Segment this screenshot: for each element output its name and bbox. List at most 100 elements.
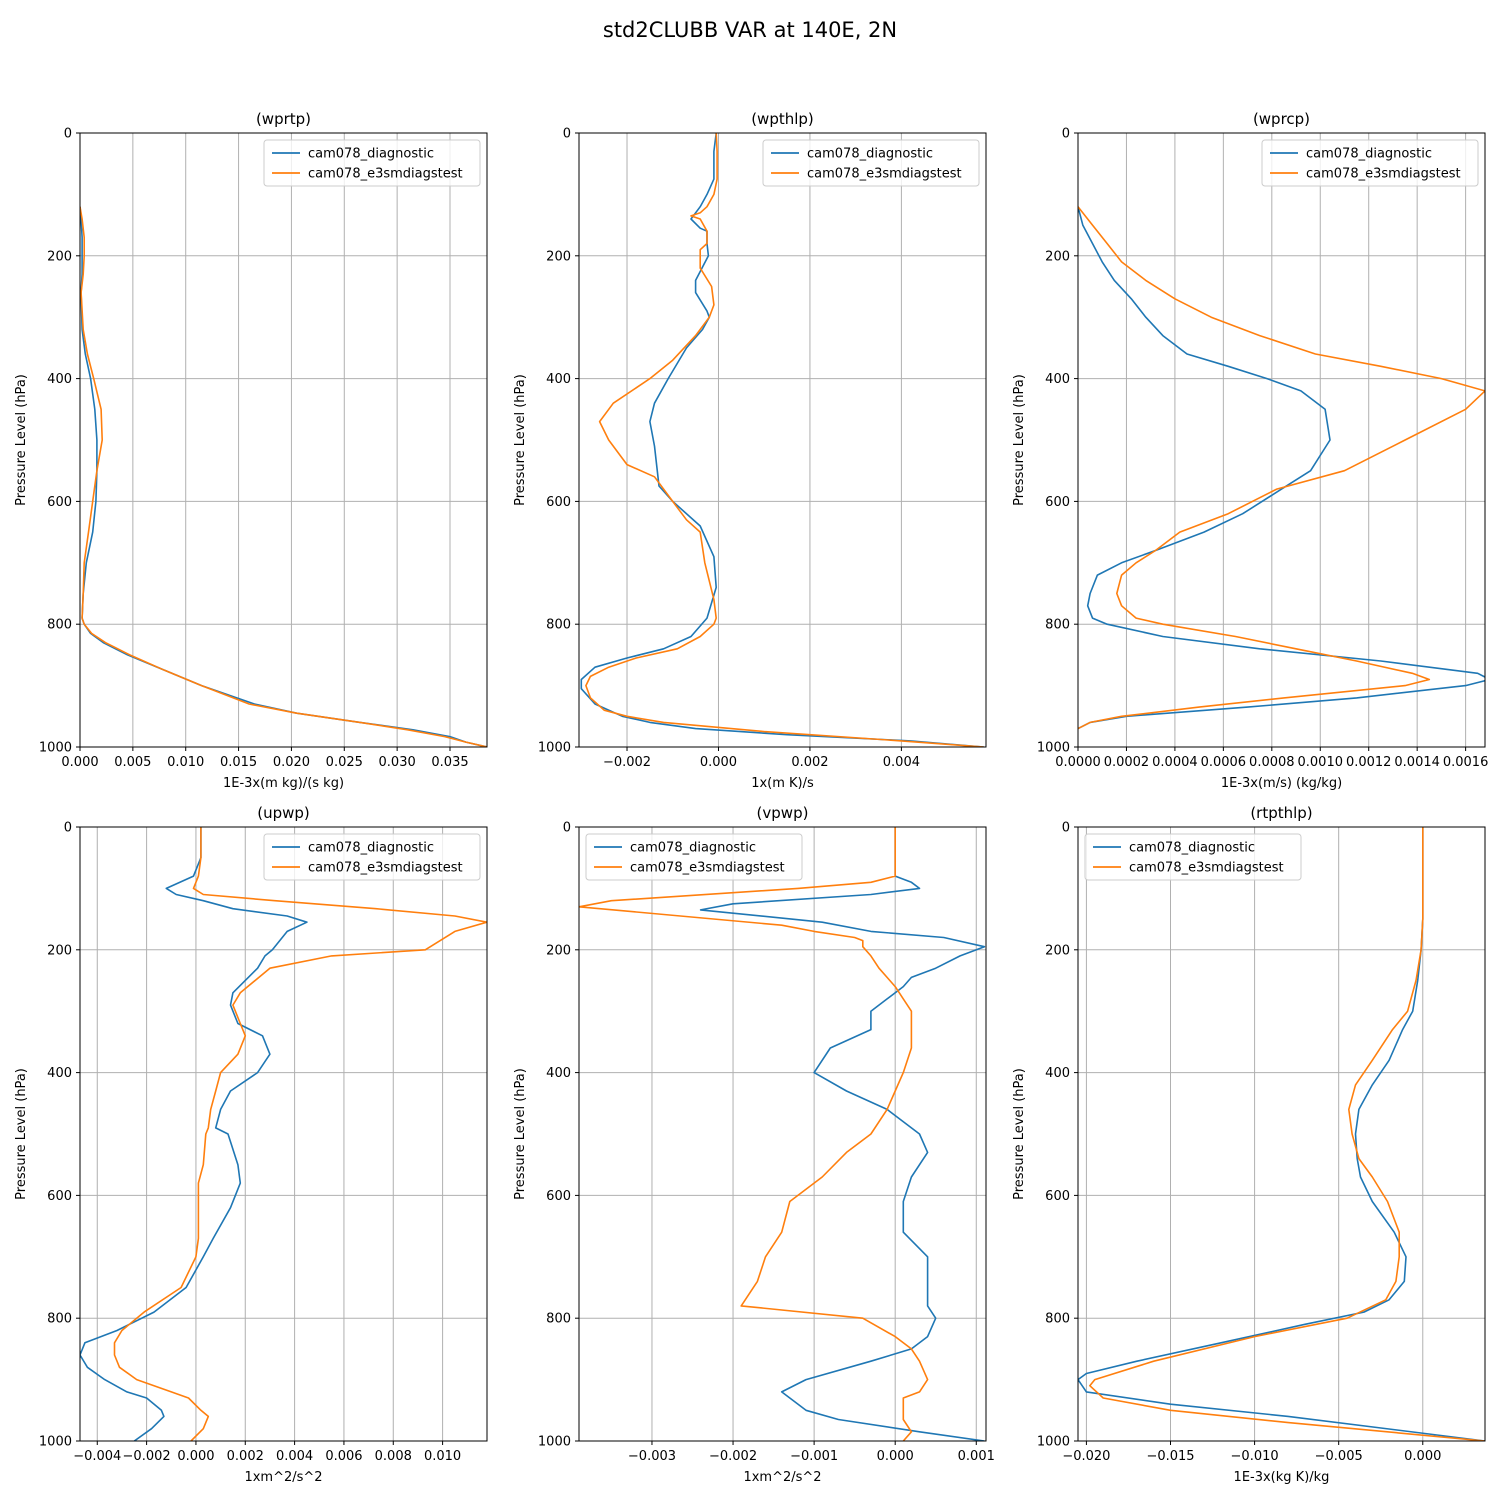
legend-box — [762, 139, 980, 187]
x-tick-label: 0.006 — [325, 1449, 362, 1464]
y-tick-label: 200 — [546, 249, 571, 264]
y-tick-label: 0 — [563, 127, 571, 142]
y-tick-label: 1000 — [538, 1435, 571, 1450]
legend-entry: cam078_e3smdiagstest — [1129, 861, 1284, 876]
y-tick-label: 800 — [1045, 1312, 1070, 1327]
legend-box — [1261, 139, 1479, 187]
legend-entry: cam078_e3smdiagstest — [308, 861, 463, 876]
subplot-rtpthlp: −0.020 −0.015 −0.010 −0.005 0.000 0 200 400 600 8… — [1012, 804, 1486, 1485]
axes-frame — [79, 826, 488, 1442]
subplot-title: (upwp) — [257, 804, 310, 822]
axes-frame — [1077, 132, 1486, 748]
x-tick-label: 0.0006 — [1201, 755, 1247, 770]
y-tick-label: 400 — [546, 372, 571, 387]
x-tick-label: −0.002 — [709, 1449, 757, 1464]
axes-frame — [578, 826, 987, 1442]
y-tick-label: 600 — [546, 1189, 571, 1204]
subplot-wpthlp: −0.002 0.000 0.002 0.004 0 200 400 600 800 1000 (w… — [513, 110, 987, 791]
x-tick-label: 0.015 — [220, 755, 257, 770]
series-line-cam078_diagnostic — [580, 133, 984, 747]
legend-entry: cam078_diagnostic — [1129, 841, 1255, 856]
x-tick-label: 0.0012 — [1346, 755, 1392, 770]
subplot-upwp: −0.004 −0.002 0.000 0.002 0.004 0.006 0.008 0.0… — [14, 804, 488, 1485]
legend: cam078_diagnostic cam078_e3smdiagstest — [263, 833, 481, 881]
y-tick-label: 0 — [1062, 821, 1070, 836]
x-tick-label: −0.005 — [1315, 1449, 1363, 1464]
x-tick-label: 0.000 — [877, 1449, 914, 1464]
y-axis-label: Pressure Level (hPa) — [1012, 1068, 1027, 1200]
x-tick-label: 0.002 — [227, 1449, 264, 1464]
y-axis-label: Pressure Level (hPa) — [513, 1068, 528, 1200]
x-tick-label: 0.030 — [379, 755, 416, 770]
axes-frame — [578, 132, 987, 748]
x-tick-label: −0.020 — [1062, 1449, 1110, 1464]
x-tick-label: 0.000 — [177, 1449, 214, 1464]
x-axis-label: 1x(m K)/s — [751, 776, 814, 791]
x-tick-label: 0.010 — [424, 1449, 461, 1464]
grid — [579, 826, 986, 1442]
y-tick-label: 400 — [546, 1066, 571, 1081]
subplot-title: (wprtp) — [256, 110, 311, 128]
legend-entry: cam078_e3smdiagstest — [630, 861, 785, 876]
y-axis-label: Pressure Level (hPa) — [14, 374, 29, 506]
y-tick-label: 200 — [546, 943, 571, 958]
grid — [79, 132, 487, 748]
y-axis-label: Pressure Level (hPa) — [513, 374, 528, 506]
series-line-cam078_e3smdiagstest — [113, 827, 487, 1441]
y-tick-label: 400 — [1045, 372, 1070, 387]
y-tick-label: 0 — [1062, 127, 1070, 142]
x-tick-label: 0.0010 — [1298, 755, 1344, 770]
x-tick-label: 0.020 — [273, 755, 310, 770]
x-tick-label: 0.000 — [1404, 1449, 1441, 1464]
x-tick-label: −0.001 — [790, 1449, 838, 1464]
y-axis-label: Pressure Level (hPa) — [1012, 374, 1027, 506]
x-tick-label: 0.008 — [375, 1449, 412, 1464]
y-axis-label: Pressure Level (hPa) — [14, 1068, 29, 1200]
x-tick-label: 0.035 — [431, 755, 468, 770]
legend-entry: cam078_diagnostic — [308, 147, 434, 162]
y-tick-label: 800 — [47, 618, 72, 633]
series-line-cam078_diagnostic — [1078, 827, 1485, 1441]
x-tick-label: 0.0002 — [1104, 755, 1150, 770]
subplot-grid: 0.000 0.005 0.010 0.015 0.020 0.025 0.030 0.035… — [14, 110, 1488, 1485]
series-line-cam078_e3smdiagstest — [1078, 206, 1485, 730]
y-tick-label: 200 — [47, 249, 72, 264]
y-tick-label: 800 — [546, 1312, 571, 1327]
legend: cam078_diagnostic cam078_e3smdiagstest — [263, 139, 481, 187]
x-tick-label: 0.001 — [958, 1449, 995, 1464]
subplot-title: (wpthlp) — [751, 110, 814, 128]
series-line-cam078_e3smdiagstest — [579, 827, 929, 1441]
y-tick-label: 400 — [47, 372, 72, 387]
y-tick-label: 600 — [1045, 1189, 1070, 1204]
subplot-title: (wprcp) — [1253, 110, 1310, 128]
grid — [80, 826, 487, 1442]
x-tick-label: 0.0000 — [1055, 755, 1101, 770]
y-tick-label: 600 — [47, 1189, 72, 1204]
legend-entry: cam078_diagnostic — [630, 841, 756, 856]
y-tick-label: 400 — [1045, 1066, 1070, 1081]
legend-entry: cam078_e3smdiagstest — [807, 167, 962, 182]
x-tick-label: −0.003 — [628, 1449, 676, 1464]
x-tick-label: −0.004 — [73, 1449, 121, 1464]
series-line-cam078_e3smdiagstest — [1089, 827, 1485, 1441]
y-tick-label: 600 — [1045, 495, 1070, 510]
y-tick-label: 0 — [563, 821, 571, 836]
y-tick-label: 600 — [47, 495, 72, 510]
axes-frame — [1077, 826, 1486, 1442]
subplot-wprtp: 0.000 0.005 0.010 0.015 0.020 0.025 0.030 0.035… — [14, 110, 488, 791]
x-tick-label: 0.000 — [61, 755, 98, 770]
subplot-vpwp: −0.003 −0.002 −0.001 0.000 0.001 0 200 400 600 80… — [513, 804, 995, 1485]
legend-box — [585, 833, 803, 881]
series-line-cam078_e3smdiagstest — [80, 206, 487, 747]
x-tick-label: 0.025 — [326, 755, 363, 770]
legend-box — [263, 833, 481, 881]
legend-entry: cam078_diagnostic — [1306, 147, 1432, 162]
y-tick-label: 800 — [1045, 618, 1070, 633]
y-tick-label: 1000 — [538, 741, 571, 756]
x-axis-label: 1xm^2/s^2 — [244, 1470, 322, 1485]
subplot-wprcp: 0.0000 0.0002 0.0004 0.0006 0.0008 0.0010 0.00… — [1012, 110, 1488, 791]
figure-suptitle: std2CLUBB VAR at 140E, 2N — [603, 18, 897, 42]
legend-box — [1084, 833, 1302, 881]
x-axis-label: 1E-3x(kg K)/kg — [1234, 1470, 1330, 1485]
subplot-title: (rtpthlp) — [1250, 804, 1312, 822]
